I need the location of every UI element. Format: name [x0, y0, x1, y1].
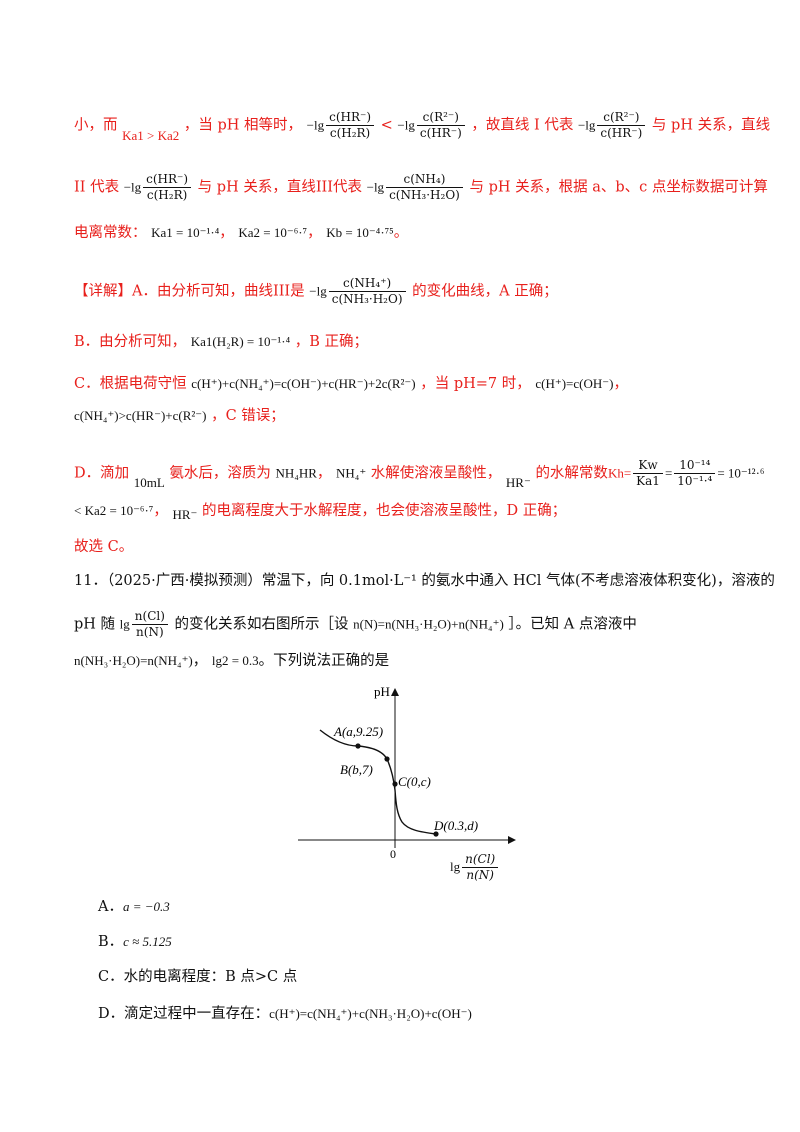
ka2-value: Ka2 = 10⁻⁶·⁷: [238, 225, 308, 240]
fraction: Kw Ka1: [633, 458, 663, 489]
ph-curve: [319, 729, 437, 835]
text: 的变化关系如右图所示［设: [174, 616, 349, 633]
point-d-dot: [433, 831, 439, 837]
option-a[interactable]: A．a = −0.3: [98, 896, 170, 918]
point-b-label: B(b,7): [340, 762, 373, 777]
kh-label: Kh=: [607, 465, 632, 481]
fraction: c(R²⁻) c(HR⁻): [416, 110, 465, 141]
text: pH 随: [74, 616, 116, 633]
text: ，故直线 I 代表: [471, 117, 574, 134]
text: D．滴加: [74, 465, 130, 482]
kb-value: Kb = 10⁻⁴·⁷⁵: [326, 225, 394, 240]
fraction: n(Cl) n(N): [131, 609, 168, 640]
question-source: （2025·广西·模拟预测）: [106, 573, 262, 589]
detail-option-b: B．由分析可知， Ka1(H₂R) = 10⁻¹·⁴ ，B 正确；: [74, 331, 726, 353]
text: A．由分析可知，曲线III是: [132, 283, 305, 300]
equation: < Ka2 = 10⁻⁶·⁷: [74, 503, 154, 518]
ka1-value: Ka1 = 10⁻¹·⁴: [151, 225, 220, 240]
detail-option-c-line1: C．根据电荷守恒 c(H⁺)+c(NH₄⁺)=c(OH⁻)+c(HR⁻)+2c(…: [74, 376, 628, 392]
text: 。下列说法正确的是: [258, 653, 390, 669]
option-d-text: D．滴定过程中一直存在：: [98, 1006, 270, 1022]
fraction: c(HR⁻) c(H₂R): [326, 110, 375, 141]
ka-compare: Ka1 > Ka2: [122, 127, 180, 143]
point-a-dot: [355, 743, 361, 749]
y-axis-label: pH: [374, 684, 390, 699]
fraction: 10⁻¹⁴ 10⁻¹·⁴: [674, 458, 716, 489]
text: 的电离程度大于水解程度，也会使溶液呈酸性，D 正确；: [201, 503, 567, 519]
point-d-label: D(0.3,d): [433, 818, 478, 833]
text: II 代表: [74, 179, 120, 196]
conclusion: 故选 C。: [74, 536, 726, 558]
option-b-letter: B．: [98, 934, 124, 950]
option-b[interactable]: B．c ≈ 5.125: [98, 931, 172, 953]
point-a-label: A(a,9.25): [333, 724, 383, 739]
option-d[interactable]: D．滴定过程中一直存在：c(H⁺)=c(NH₄⁺)+c(NH₃·H₂O)+c(O…: [98, 1003, 472, 1025]
text: 与 pH 关系，根据 a、b、c 点坐标数据可计算: [469, 179, 768, 196]
equation: n(NH₃·H₂O)=n(NH₄⁺): [74, 653, 193, 668]
conclusion-text: 故选 C。: [74, 539, 134, 555]
fraction: c(R²⁻) c(HR⁻): [597, 110, 646, 141]
ph-titration-graph: pH 0 A(a,9.25) B(b,7) C(0,c) D(0.3,d): [298, 684, 516, 861]
option-a-letter: A．: [98, 899, 123, 915]
kh-result: = 10⁻¹²·⁶: [717, 465, 765, 481]
text: 与 pH 关系，直线III代表: [197, 179, 362, 196]
point-c-dot: [392, 781, 398, 787]
volume: 10mL: [133, 474, 165, 490]
origin-label: 0: [390, 847, 396, 861]
option-b-text: c ≈ 5.125: [123, 934, 172, 949]
text: ，B 正确；: [294, 334, 369, 350]
detail-option-c-line2: c(NH₄⁺)>c(HR⁻)+c(R²⁻) ，C 错误；: [74, 405, 726, 427]
ion: HR⁻: [172, 507, 198, 522]
detail-option-d-line2: < Ka2 = 10⁻⁶·⁷， HR⁻ 的电离程度大于水解程度，也会使溶液呈酸性…: [74, 503, 567, 522]
text: ，当 pH=7 时，: [420, 376, 531, 392]
point-c-label: C(0,c): [398, 774, 431, 789]
text: ，C 错误；: [211, 408, 285, 424]
equation: c(H⁺)=c(OH⁻): [535, 376, 614, 391]
equation: c(NH₄⁺)>c(HR⁻)+c(R²⁻): [74, 408, 207, 423]
text: ，当 pH 相等时，: [183, 117, 303, 134]
equation: n(N)=n(NH₃·H₂O)+n(NH₄⁺): [353, 616, 504, 632]
compare-sign: <: [380, 117, 393, 134]
analysis-line-2: II 代表 −lg c(HR⁻) c(H₂R) 与 pH 关系，直线III代表 −l…: [74, 172, 768, 203]
analysis-line-3: 电离常数： Ka1 = 10⁻¹·⁴， Ka2 = 10⁻⁶·⁷， Kb = 1…: [74, 225, 409, 241]
text: 氨水后，溶质为: [169, 465, 271, 482]
option-a-text: a = −0.3: [122, 899, 170, 914]
fraction: c(NH₄⁺) c(NH₃·H₂O): [328, 276, 406, 307]
text: 小，而: [74, 117, 118, 134]
question-11-line-2: pH 随 lg n(Cl) n(N) 的变化关系如右图所示［设 n(N)=n(NH₃…: [74, 609, 637, 640]
text: ］。已知 A 点溶液中: [508, 616, 637, 633]
fraction: c(HR⁻) c(H₂R): [143, 172, 192, 203]
ion: HR⁻: [505, 474, 531, 490]
x-axis-label: lg n(Cl) n(N): [450, 852, 500, 883]
detail-option-a: 【详解】A．由分析可知，曲线III是 −lg c(NH₄⁺) c(NH₃·H₂O) …: [74, 276, 558, 307]
option-c-text: C．水的电离程度：B 点>C 点: [98, 969, 298, 985]
question-number: 11．: [74, 573, 107, 589]
equation: lg2 = 0.3: [211, 653, 259, 668]
detail-option-d-line1: D．滴加 10mL 氨水后，溶质为 NH₄HR， NH₄⁺ 水解使溶液呈酸性， …: [74, 458, 765, 490]
text: 的水解常数: [535, 465, 608, 482]
option-c[interactable]: C．水的电离程度：B 点>C 点: [98, 966, 297, 988]
question-11-line-1: 11．（2025·广西·模拟预测）常温下，向 0.1mol·L⁻¹ 的氨水中通入…: [74, 570, 775, 592]
solute: NH₄HR: [275, 465, 317, 481]
text: 水解使溶液呈酸性，: [370, 465, 502, 482]
text: B．由分析可知，: [74, 334, 187, 350]
equation: Ka1(H₂R) = 10⁻¹·⁴: [190, 334, 291, 349]
ion: NH₄⁺: [336, 465, 367, 481]
detail-tag: 【详解】: [74, 283, 132, 300]
question-text: 常温下，向 0.1mol·L⁻¹ 的氨水中通入 HCl 气体(不考虑溶液体积变化…: [261, 573, 775, 589]
text: 与 pH 关系，直线: [651, 117, 771, 134]
text: 电离常数：: [74, 225, 147, 241]
equation: c(H⁺)+c(NH₄⁺)=c(OH⁻)+c(HR⁻)+2c(R²⁻): [191, 376, 416, 391]
question-11-line-3: n(NH₃·H₂O)=n(NH₄⁺)， lg2 = 0.3。下列说法正确的是: [74, 653, 390, 669]
text: C．根据电荷守恒: [74, 376, 187, 392]
analysis-line-1: 小，而 Ka1 > Ka2 ，当 pH 相等时， −lg c(HR⁻) c(H₂R)…: [74, 110, 771, 143]
fraction: c(NH₄) c(NH₃·H₂O): [386, 172, 463, 203]
point-b-dot: [384, 756, 390, 762]
text: 的变化曲线，A 正确；: [412, 283, 558, 300]
option-d-expr: c(H⁺)=c(NH₄⁺)+c(NH₃·H₂O)+c(OH⁻): [269, 1006, 472, 1021]
